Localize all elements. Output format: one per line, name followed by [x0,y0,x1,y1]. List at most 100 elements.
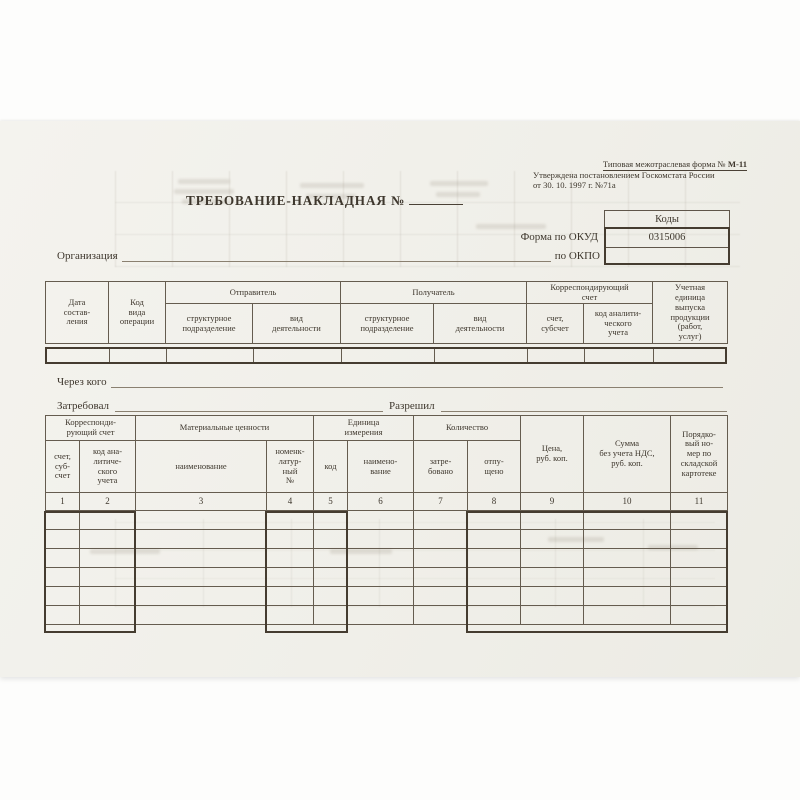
empty-cell [45,567,80,587]
column-number: 1 [45,492,80,511]
col-header-name: наименование [135,440,267,493]
okpo-code-cell [606,248,728,263]
empty-cell [347,529,414,549]
col-header-analytic: код ана- литиче- ского учета [79,440,136,493]
through-whom-blank [110,374,723,388]
empty-cell [670,605,729,625]
empty-cell [109,349,166,362]
col-header-sender-struct-unit: структурное подразделение [165,303,253,344]
through-whom-label: Через кого [57,376,107,388]
column-number: 7 [413,492,468,511]
upper-header-sub-row: структурное подразделение вид деятельнос… [46,303,728,344]
material-row [45,567,729,587]
empty-cell [266,548,314,568]
column-number: 6 [347,492,414,511]
allowed-label: Разрешил [389,400,435,412]
col-group-corr-account: Корреспонди- рующий счет [45,415,136,441]
empty-cell [135,529,267,549]
empty-cell [583,605,672,625]
empty-cell [135,586,267,606]
column-number: 4 [266,492,314,511]
empty-cell [520,510,585,530]
empty-cell [347,605,414,625]
codes-header: Коды [604,210,730,228]
empty-cell [466,510,522,530]
codes-values-box: 0315006 [604,227,730,265]
requested-blank [115,398,384,412]
col-header-sum: Сумма без учета НДС, руб. коп. [583,415,672,493]
lower-table-body [45,510,729,625]
ghost-smudge [476,224,546,229]
col-header-card-number: Порядко- вый но- мер по складской картот… [670,415,729,493]
empty-cell [347,567,414,587]
empty-cell [670,586,729,606]
empty-cell [313,548,348,568]
ghost-smudge [178,179,230,184]
requested-label: Затребовал [57,400,110,412]
okud-label: Форма по ОКУД [520,231,598,243]
col-group-sender: Отправитель [165,281,341,304]
organization-line: Организация по ОКПО [57,248,600,262]
empty-cell [341,349,434,362]
empty-cell [266,586,314,606]
empty-cell [79,510,136,530]
column-number: 3 [135,492,267,511]
form-type-prefix: Типовая межотраслевая форма № [602,159,726,169]
empty-cell [313,567,348,587]
empty-cell [253,349,341,362]
empty-cell [266,567,314,587]
material-row [45,548,729,568]
empty-cell [413,586,468,606]
empty-cell [466,567,522,587]
empty-cell [466,529,522,549]
empty-cell [347,548,414,568]
empty-cell [583,510,672,530]
empty-cell [583,567,672,587]
okpo-label: по ОКПО [554,250,600,262]
empty-cell [135,567,267,587]
empty-cell [434,349,527,362]
col-header-receiver-struct-unit: структурное подразделение [340,303,434,344]
empty-cell [266,605,314,625]
empty-cell [79,586,136,606]
empty-cell [45,510,80,530]
empty-cell [583,548,672,568]
ghost-smudge [300,183,364,188]
empty-cell [466,548,522,568]
empty-cell [266,529,314,549]
empty-cell [79,548,136,568]
col-header-receiver-activity: вид деятельности [432,303,528,344]
empty-cell [413,548,468,568]
empty-cell [313,605,348,625]
form-title-text: ТРЕБОВАНИЕ-НАКЛАДНАЯ № [186,193,406,208]
empty-cell [520,567,585,587]
empty-cell [413,529,468,549]
okud-code-cell: 0315006 [606,229,728,248]
col-group-quantity: Количество [412,415,522,441]
col-header-unit: Учетная единица выпуска продукции (работ… [652,281,729,344]
empty-cell [79,567,136,587]
col-header-released: отпу- щено [466,440,522,493]
empty-cell [583,586,672,606]
approved-line-1: Утверждена постановлением Госкомстата Ро… [533,169,715,180]
column-number: 2 [79,492,136,511]
empty-cell [313,510,348,530]
upper-info-table: Дата состав- ления Код вида операции Отп… [45,281,729,344]
through-whom-line: Через кого [57,374,727,388]
col-header-account: счет, субсчет [526,303,585,344]
form-title: ТРЕБОВАНИЕ-НАКЛАДНАЯ № [186,193,464,209]
col-header-code: код [313,440,348,493]
form-paper-sheet: Типовая межотраслевая форма № М-11 Утвер… [0,121,800,677]
empty-cell [670,567,729,587]
col-header-price: Цена, руб. коп. [520,415,585,493]
column-number: 8 [466,492,522,511]
empty-cell [466,586,522,606]
organization-label: Организация [57,250,118,262]
empty-cell [670,548,729,568]
col-header-op-code: Код вида операции [108,281,166,344]
organization-blank [121,248,551,262]
column-number: 10 [583,492,672,511]
column-numbers-row: 1 2 3 4 5 6 7 8 9 10 11 [45,492,729,511]
col-header-nomenclature: номенк- латур- ный № [266,440,314,493]
empty-cell [166,349,253,362]
